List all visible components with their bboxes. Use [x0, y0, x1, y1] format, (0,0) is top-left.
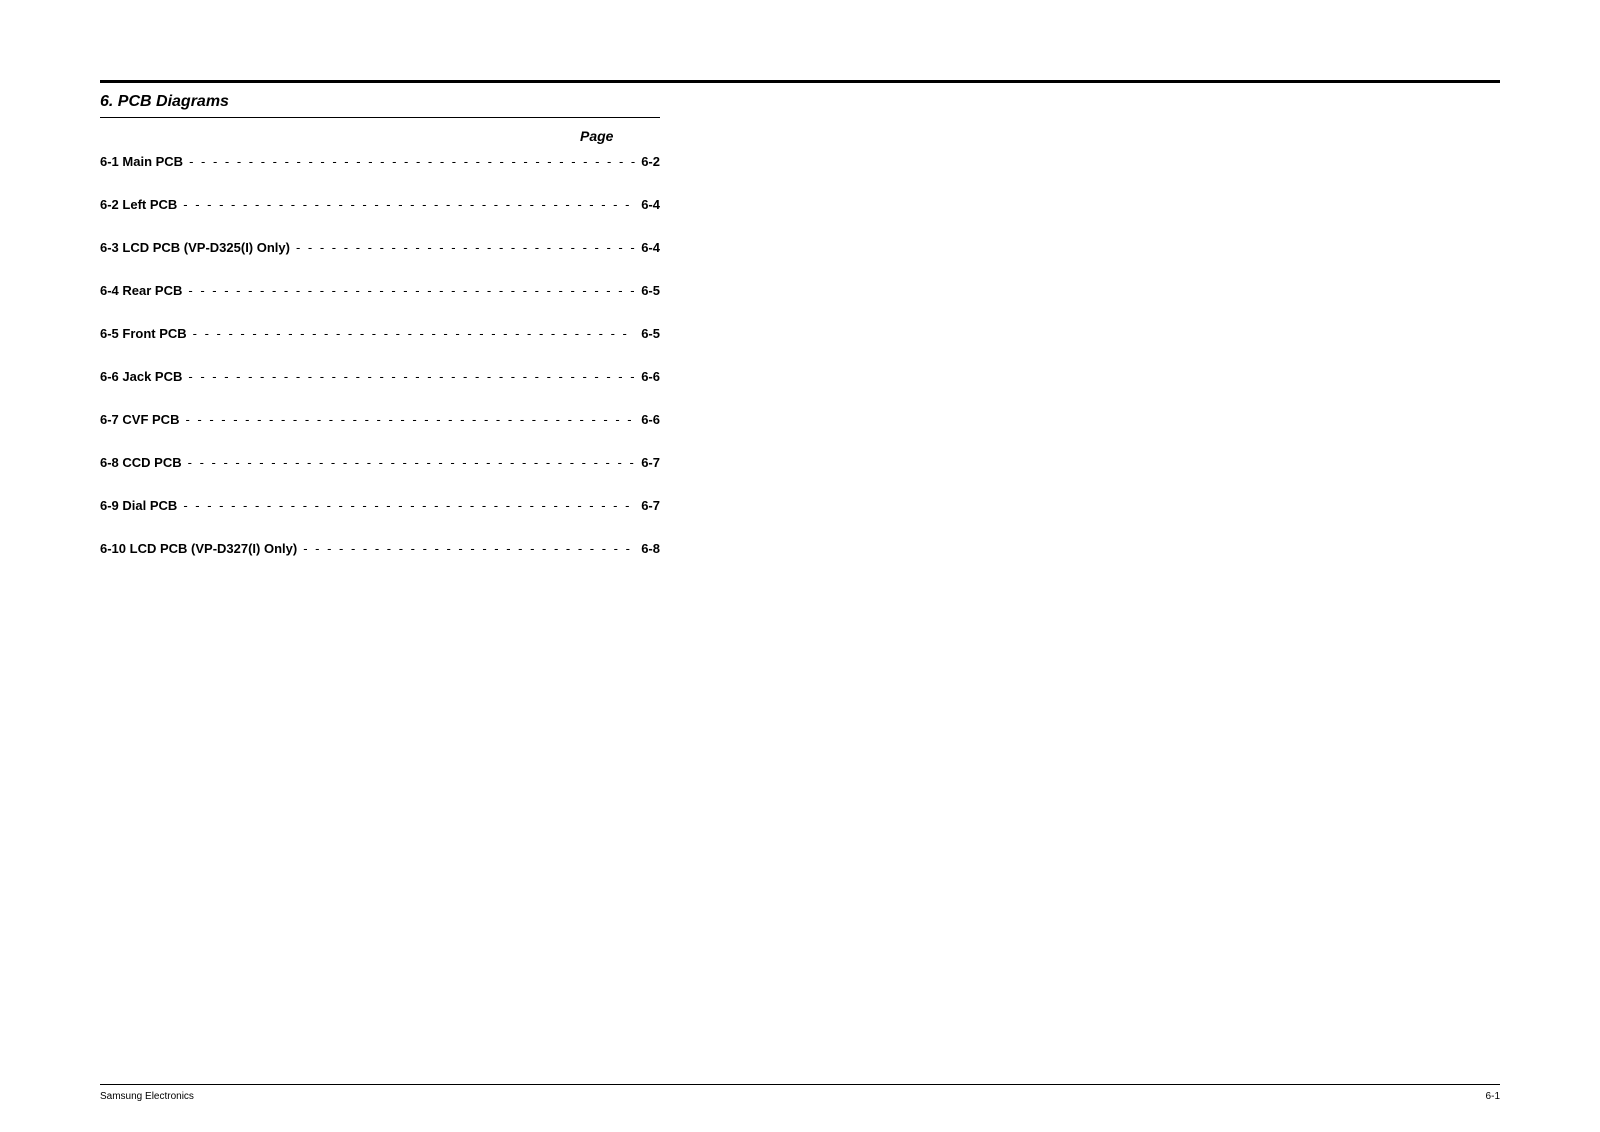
- toc-entry-label: 6-3 LCD PCB (VP-D325(I) Only): [100, 240, 290, 255]
- toc-row: 6-1 Main PCB 6-2: [100, 154, 660, 169]
- toc-entry-label: 6-2 Left PCB: [100, 197, 177, 212]
- top-divider: [100, 80, 1500, 83]
- toc-leader: [188, 369, 635, 384]
- toc-leader: [183, 498, 635, 513]
- toc-entry-label: 6-1 Main PCB: [100, 154, 183, 169]
- title-underline: [100, 117, 660, 118]
- toc-row: 6-8 CCD PCB 6-7: [100, 455, 660, 470]
- toc-entry-page: 6-6: [641, 369, 660, 384]
- footer-divider: [100, 1084, 1500, 1085]
- toc-entry-page: 6-2: [641, 154, 660, 169]
- toc-leader: [303, 541, 635, 556]
- section-title: 6. PCB Diagrams: [100, 93, 1500, 117]
- toc-leader: [189, 154, 635, 169]
- toc-entry-label: 6-5 Front PCB: [100, 326, 187, 341]
- toc-entry-page: 6-4: [641, 197, 660, 212]
- toc-row: 6-10 LCD PCB (VP-D327(I) Only) 6-8: [100, 541, 660, 556]
- toc-leader: [193, 326, 636, 341]
- toc-entry-label: 6-6 Jack PCB: [100, 369, 182, 384]
- toc-row: 6-9 Dial PCB 6-7: [100, 498, 660, 513]
- toc-leader: [296, 240, 635, 255]
- toc-entry-label: 6-4 Rear PCB: [100, 283, 182, 298]
- toc-row: 6-5 Front PCB 6-5: [100, 326, 660, 341]
- toc-row: 6-3 LCD PCB (VP-D325(I) Only) 6-4: [100, 240, 660, 255]
- toc-leader: [183, 197, 635, 212]
- toc-entry-page: 6-5: [641, 326, 660, 341]
- toc-entry-page: 6-4: [641, 240, 660, 255]
- page-footer: Samsung Electronics 6-1: [100, 1084, 1500, 1102]
- toc-leader: [188, 455, 636, 470]
- page-column-header: Page: [100, 128, 660, 144]
- toc-row: 6-2 Left PCB 6-4: [100, 197, 660, 212]
- toc-row: 6-7 CVF PCB 6-6: [100, 412, 660, 427]
- toc-leader: [185, 412, 635, 427]
- page-container: 6. PCB Diagrams Page 6-1 Main PCB 6-2 6-…: [0, 0, 1600, 1132]
- toc-entry-page: 6-7: [641, 455, 660, 470]
- toc-entry-page: 6-6: [641, 412, 660, 427]
- toc-leader: [188, 283, 635, 298]
- footer-row: Samsung Electronics 6-1: [100, 1091, 1500, 1102]
- toc-entry-label: 6-8 CCD PCB: [100, 455, 182, 470]
- toc-entry-page: 6-8: [641, 541, 660, 556]
- toc-entry-page: 6-7: [641, 498, 660, 513]
- footer-page-number: 6-1: [1486, 1091, 1500, 1102]
- toc-list: 6-1 Main PCB 6-2 6-2 Left PCB 6-4 6-3 LC…: [100, 154, 660, 584]
- footer-left-text: Samsung Electronics: [100, 1091, 194, 1102]
- toc-row: 6-6 Jack PCB 6-6: [100, 369, 660, 384]
- toc-entry-page: 6-5: [641, 283, 660, 298]
- toc-entry-label: 6-7 CVF PCB: [100, 412, 179, 427]
- toc-row: 6-4 Rear PCB 6-5: [100, 283, 660, 298]
- toc-entry-label: 6-9 Dial PCB: [100, 498, 177, 513]
- toc-entry-label: 6-10 LCD PCB (VP-D327(I) Only): [100, 541, 297, 556]
